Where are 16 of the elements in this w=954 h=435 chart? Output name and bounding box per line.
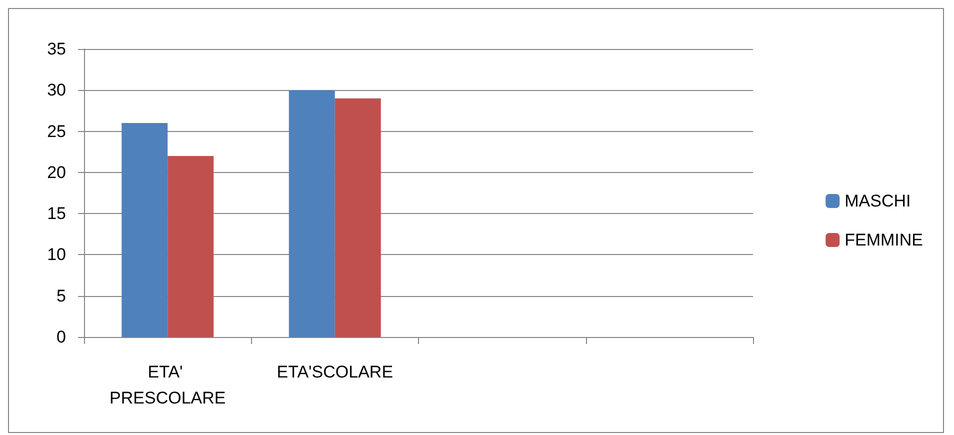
y-tick-label: 35 bbox=[47, 40, 66, 58]
bar bbox=[168, 156, 214, 337]
y-tick-label: 20 bbox=[47, 162, 66, 182]
legend-label: FEMMINE bbox=[844, 230, 924, 250]
x-tick-label: ETA' PRESCOLARE bbox=[110, 362, 226, 408]
y-tick-label: 10 bbox=[47, 245, 66, 264]
y-tick-label: 15 bbox=[47, 204, 66, 224]
bar bbox=[122, 123, 168, 337]
y-tick-label: 30 bbox=[47, 80, 66, 100]
y-tick-label: 0 bbox=[56, 328, 66, 346]
x-tick-label: ETA'SCOLARE bbox=[276, 362, 394, 382]
legend-label: MASCHI bbox=[844, 192, 911, 210]
y-tick-label: 5 bbox=[56, 286, 66, 306]
bar bbox=[288, 90, 335, 337]
y-tick-label: 25 bbox=[47, 122, 66, 141]
bar bbox=[334, 98, 381, 337]
